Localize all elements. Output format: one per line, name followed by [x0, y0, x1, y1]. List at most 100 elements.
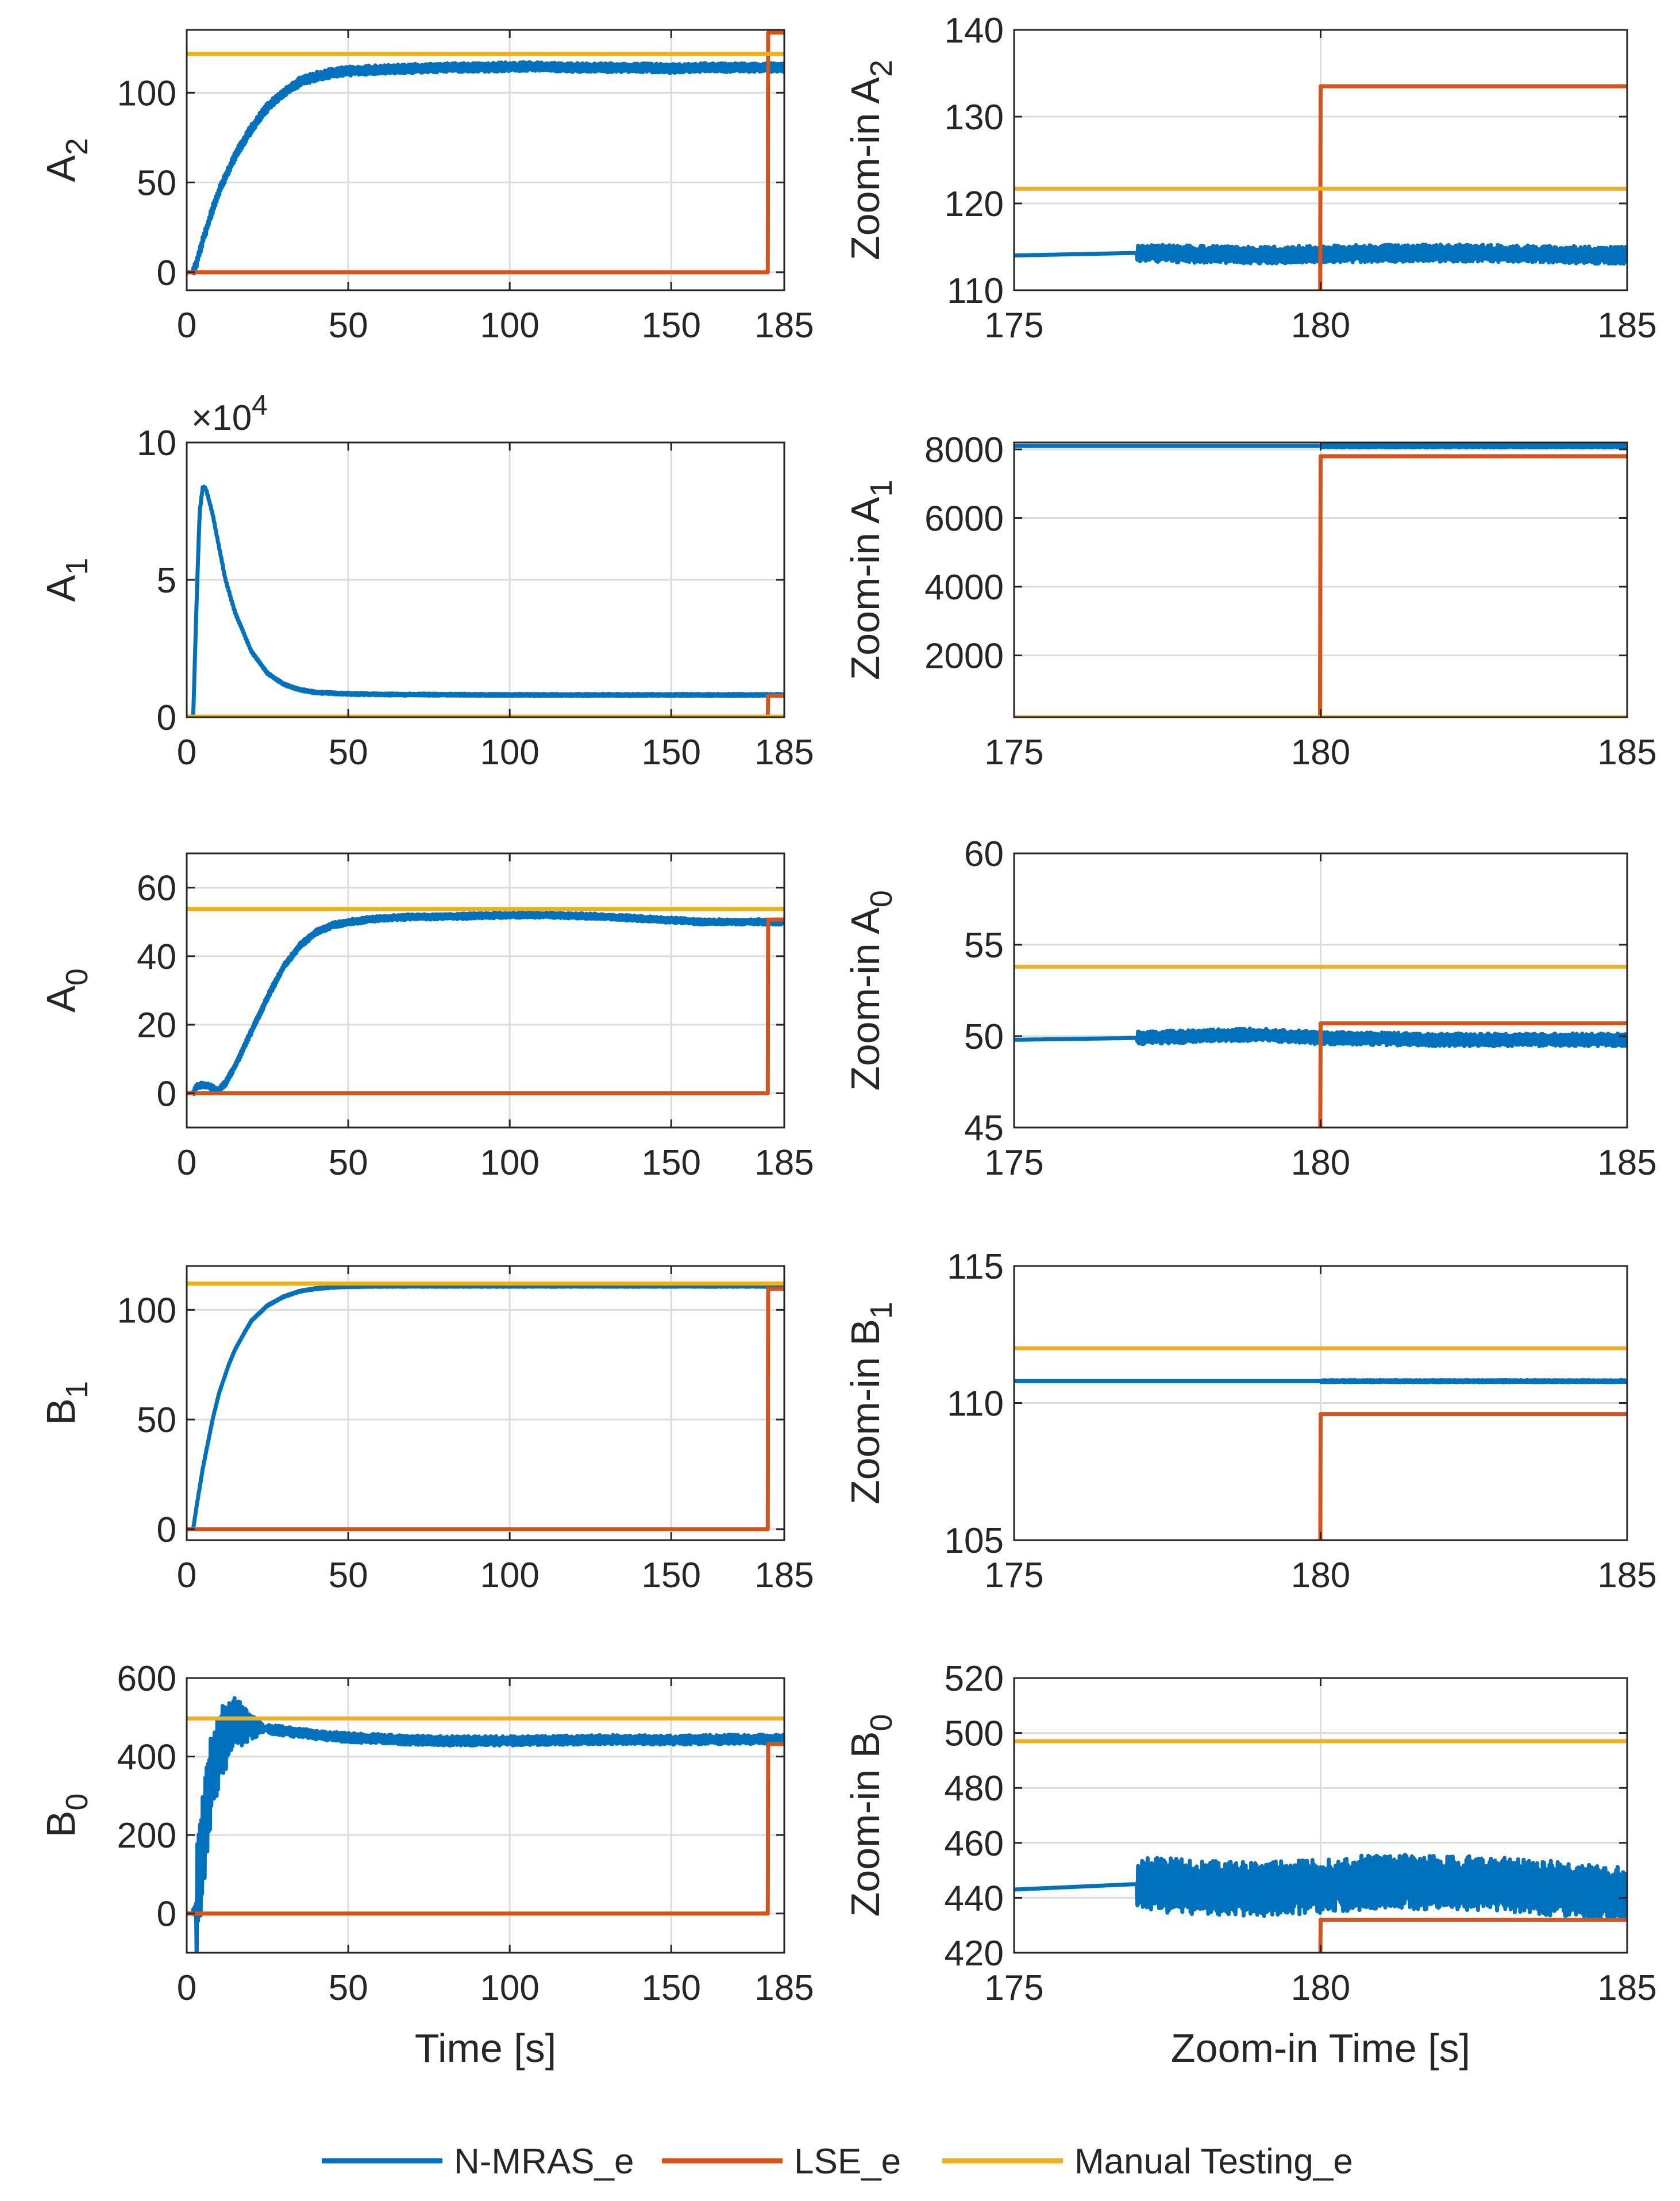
series-group — [187, 30, 784, 276]
series-line-n-mras-e — [187, 1696, 784, 1953]
y-tick-label: 50 — [137, 1400, 176, 1440]
subplot-B1z: 175 180 185 105 110 115 Zoom-in B1 — [843, 1247, 1657, 1595]
x-tick-label: 150 — [642, 1968, 701, 2008]
x-tick-label: 150 — [642, 1143, 701, 1183]
x-tick-label: 0 — [177, 1556, 196, 1595]
legend-item: LSE_e — [662, 2142, 901, 2181]
y-axis-label-main: A — [38, 986, 83, 1013]
y-tick-label: 480 — [945, 1769, 1004, 1808]
y-tick-label: 110 — [947, 271, 1004, 311]
legend: N-MRAS_e LSE_e Manual Testing_e — [322, 2142, 1353, 2181]
y-axis-label-subscript: 2 — [864, 60, 899, 77]
y-tick-label: 0 — [157, 253, 176, 293]
plot-area — [187, 853, 784, 1128]
y-exponent-base: ×10 — [191, 398, 252, 438]
y-tick-label: 460 — [945, 1824, 1004, 1864]
y-axis-label-subscript: 1 — [864, 479, 899, 497]
legend-label: N-MRAS_e — [454, 2142, 634, 2181]
y-axis-label: Zoom-in B0 — [843, 1714, 899, 1917]
series-line-lse-e — [1318, 84, 1627, 290]
y-tick-label: 500 — [945, 1714, 1004, 1754]
y-axis-label: A0 — [38, 968, 94, 1013]
y-axis-label-main: B — [38, 1398, 83, 1425]
legend-item: N-MRAS_e — [322, 2142, 634, 2181]
y-tick-label: 0 — [157, 1510, 176, 1550]
y-axis-label-subscript: 0 — [864, 890, 899, 907]
y-tick-label: 420 — [945, 1934, 1004, 1973]
y-tick-label: 6000 — [924, 499, 1004, 538]
x-tick-label: 185 — [1597, 306, 1656, 345]
y-tick-label: 50 — [964, 1017, 1004, 1057]
y-tick-label: 600 — [117, 1659, 176, 1699]
y-tick-label: 40 — [137, 937, 176, 977]
series-line-n-mras-e — [1014, 1377, 1627, 1384]
y-exponent-power: 4 — [252, 389, 268, 421]
y-axis-label-main: Zoom-in B — [843, 1319, 888, 1504]
x-tick-label: 180 — [1291, 1968, 1350, 2008]
x-tick-label: 180 — [1291, 1143, 1350, 1183]
x-tick-label: 180 — [1291, 1556, 1350, 1595]
x-tick-label: 150 — [642, 306, 701, 345]
x-axis-label: Time [s] — [415, 2026, 556, 2071]
series-line-lse-e — [1318, 1918, 1627, 1953]
y-tick-label: 60 — [137, 869, 176, 909]
y-tick-label: 130 — [945, 98, 1004, 137]
y-axis-label: A1 — [38, 558, 94, 602]
series-line-n-mras-e — [187, 60, 784, 276]
axes-frame — [186, 852, 785, 1129]
y-tick-label: 100 — [117, 1291, 176, 1330]
x-tick-label: 185 — [1597, 1143, 1656, 1183]
subplot-A0z: 175 180 185 45 50 55 60 Zoom-in A0 — [843, 834, 1657, 1183]
y-axis-label-subscript: 1 — [60, 1381, 94, 1398]
subplot-B1: 0 50 100 150 185 0 50 100 B1 — [38, 1265, 814, 1595]
x-tick-label: 100 — [480, 1556, 539, 1595]
series-group — [1014, 84, 1627, 290]
y-tick-label: 0 — [157, 1895, 176, 1934]
x-tick-label: 185 — [1597, 1556, 1656, 1595]
y-axis-label-subscript: 1 — [60, 558, 94, 575]
axes-frame — [186, 1677, 785, 1954]
series-line-lse-e — [187, 1287, 784, 1532]
subplot-A2: 0 50 100 150 185 0 50 100 A2 — [38, 29, 814, 345]
x-tick-label: 0 — [177, 306, 196, 345]
x-tick-label: 175 — [984, 306, 1043, 345]
y-tick-label: 55 — [964, 926, 1004, 965]
x-tick-label: 150 — [642, 733, 701, 772]
x-tick-label: 100 — [480, 1143, 539, 1183]
y-tick-label: 4000 — [924, 568, 1004, 607]
y-tick-label: 140 — [945, 11, 1004, 51]
y-tick-label: 0 — [157, 698, 176, 738]
x-tick-label: 150 — [642, 1556, 701, 1595]
x-tick-label: 50 — [329, 1143, 368, 1183]
x-tick-label: 185 — [754, 733, 814, 772]
y-axis-label-subscript: 1 — [864, 1302, 899, 1319]
y-tick-label: 5 — [157, 561, 176, 601]
x-tick-label: 100 — [480, 306, 539, 345]
y-axis-label: A2 — [38, 138, 94, 182]
series-line-lse-e — [1318, 1412, 1627, 1540]
y-tick-label: 120 — [945, 184, 1004, 224]
y-axis-label-main: Zoom-in A — [843, 77, 888, 260]
subplot-A2z: 175 180 185 110 120 130 140 Zoom-in A2 — [843, 11, 1657, 345]
y-axis-label: B1 — [38, 1381, 94, 1425]
x-tick-label: 50 — [329, 306, 368, 345]
series-group — [1014, 1739, 1627, 1953]
y-axis-label-subscript: 2 — [60, 138, 94, 155]
x-tick-label: 50 — [329, 1968, 368, 2008]
y-axis-label-main: Zoom-in A — [843, 497, 888, 680]
x-tick-label: 0 — [177, 733, 196, 772]
series-group — [187, 1696, 784, 1953]
x-tick-label: 175 — [984, 733, 1043, 772]
y-tick-label: 2000 — [924, 636, 1004, 676]
y-axis-label: Zoom-in A2 — [843, 60, 899, 260]
subplot-A1z: 175 180 185 2000 4000 6000 8000 Zoom-in A1 — [843, 430, 1657, 772]
series-group — [1014, 1346, 1627, 1540]
series-line-n-mras-e — [187, 484, 784, 717]
y-axis-label-main: A — [38, 575, 83, 602]
y-axis-label-main: Zoom-in A — [843, 907, 888, 1091]
plot-area — [187, 1678, 784, 1953]
series-group — [187, 1282, 784, 1532]
y-axis-label: B0 — [38, 1794, 94, 1838]
x-tick-label: 100 — [480, 1968, 539, 2008]
